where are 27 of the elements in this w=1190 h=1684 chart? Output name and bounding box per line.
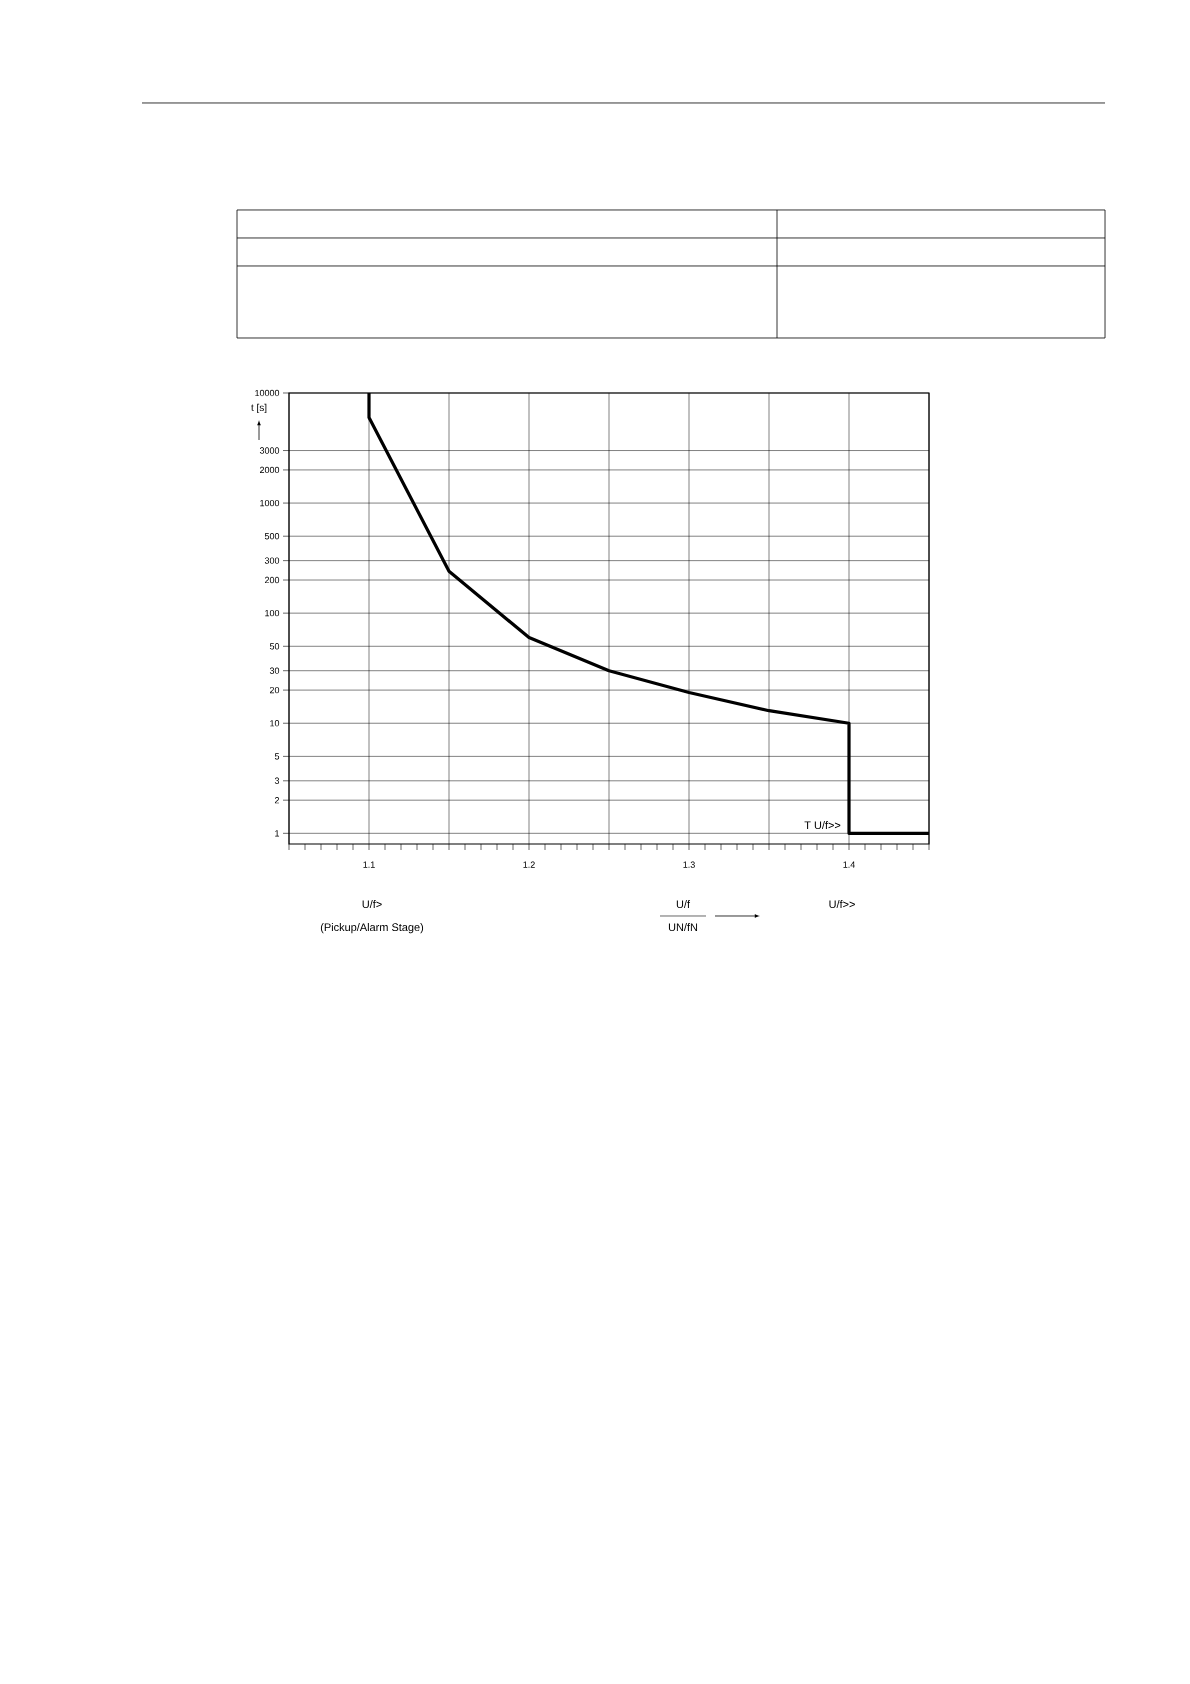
text: UN/fN: [668, 923, 698, 932]
y-tick-label: 30: [269, 667, 280, 674]
y-tick-label: 3: [274, 777, 280, 784]
y-axis-title: t [s]: [251, 403, 267, 414]
y-tick-label: 300: [264, 557, 280, 564]
x-tick-label: 1.1: [363, 861, 375, 868]
y-tick-label: 2000: [259, 466, 280, 474]
annotation: T U/f>>: [804, 821, 841, 830]
y-tick-label: 50: [269, 643, 280, 650]
x-tick-label: 1.3: [683, 861, 695, 868]
text: U/f>: [362, 900, 382, 909]
y-tick-label: 100: [265, 609, 280, 617]
text: (Pickup/Alarm Stage): [320, 923, 424, 934]
x-tick-label: 1.4: [843, 861, 855, 868]
y-tick-label: 5: [274, 753, 280, 760]
y-tick-label: 500: [264, 533, 280, 540]
text: U/f>>: [829, 900, 855, 909]
y-tick-label: 20: [269, 686, 280, 694]
y-tick-label: 200: [264, 576, 280, 584]
y-tick-label: 10: [270, 720, 280, 727]
y-tick-label: 1: [275, 830, 280, 837]
x-axis-title: U/f: [676, 900, 691, 909]
y-tick-label: 2: [274, 797, 280, 804]
y-tick-label: 1000: [260, 499, 280, 507]
y-tick-label: 3000: [259, 447, 280, 454]
x-tick-label: 1.2: [523, 861, 535, 868]
y-tick-label: 10000: [255, 389, 280, 397]
